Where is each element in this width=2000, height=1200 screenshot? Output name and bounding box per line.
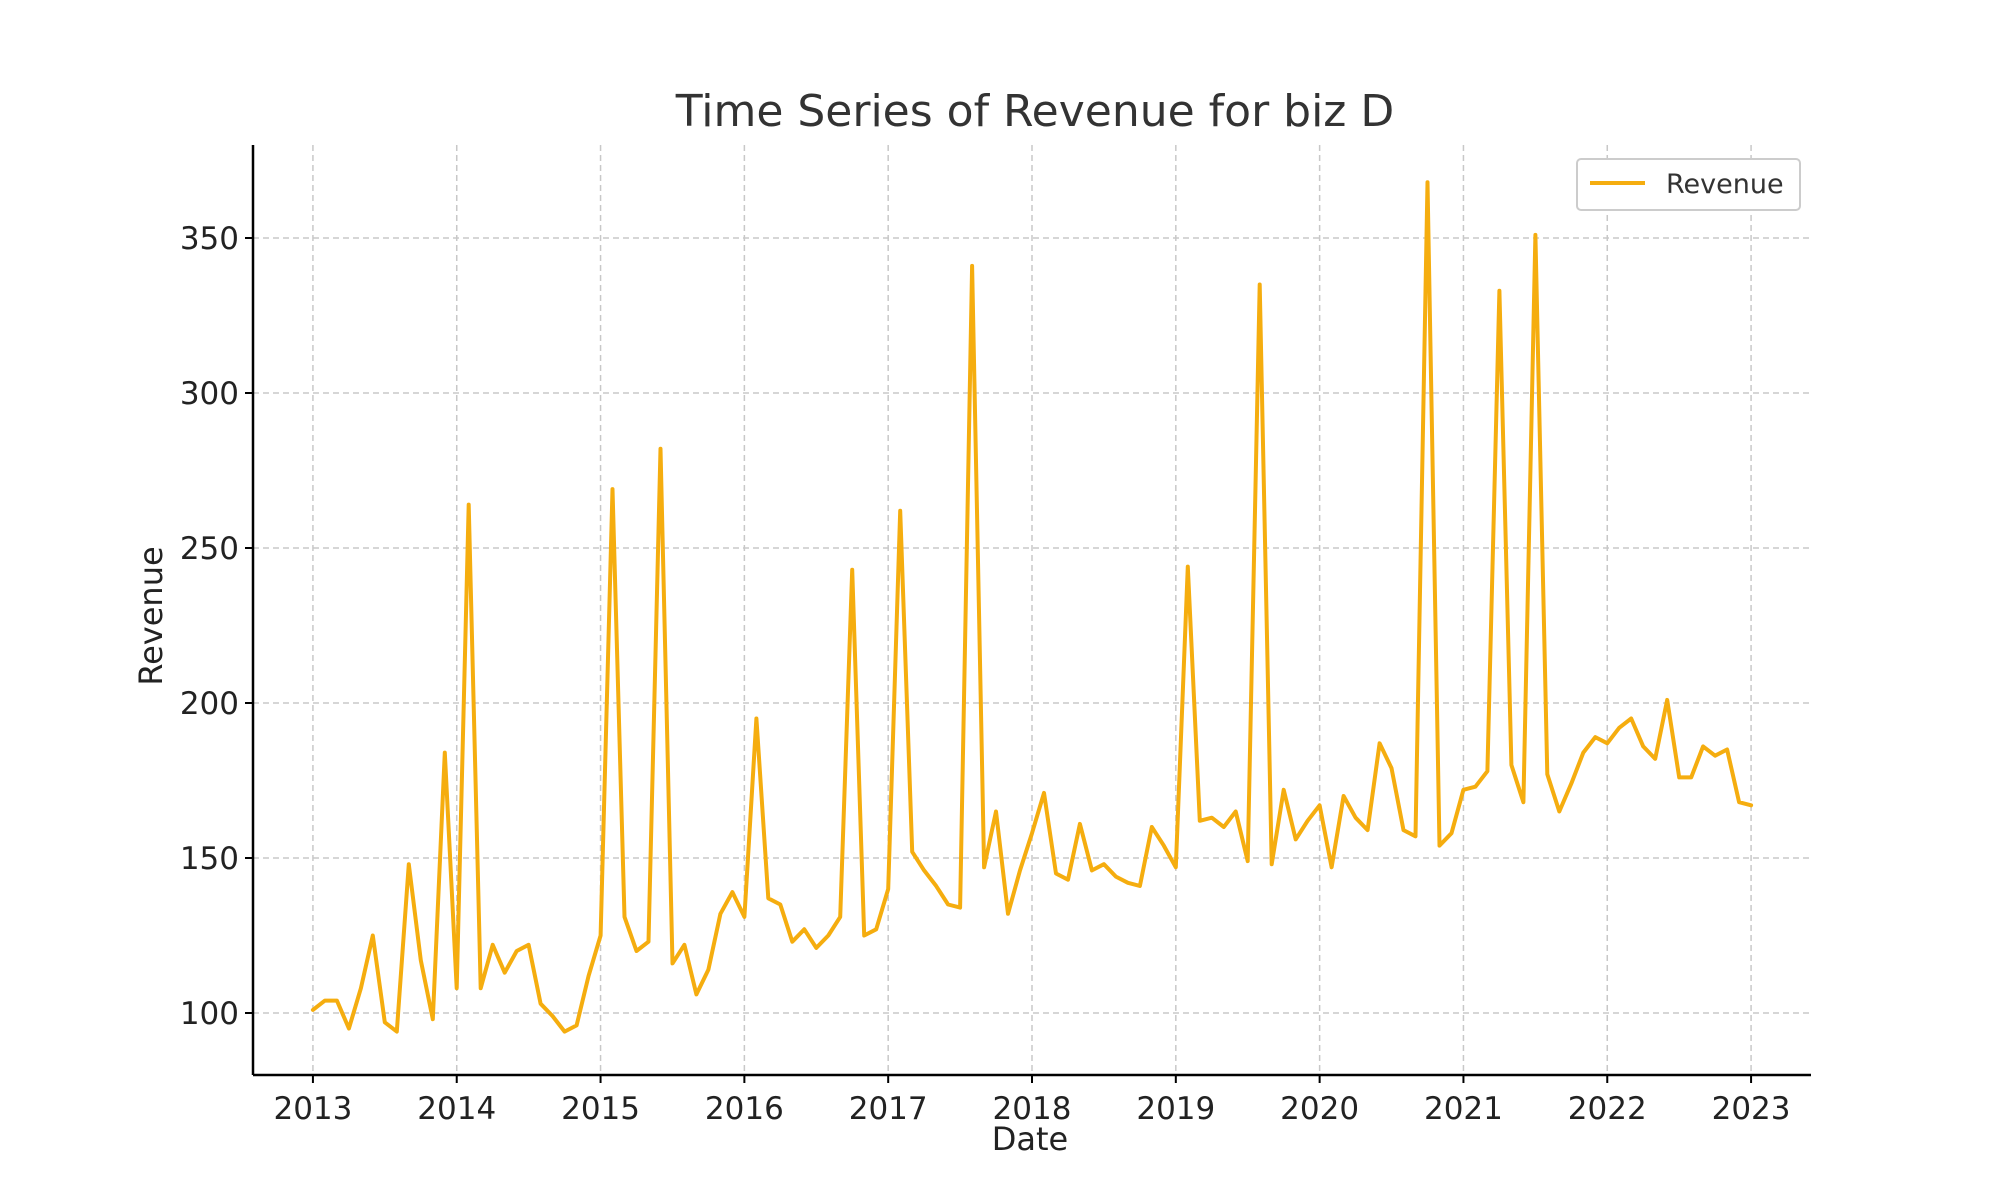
y-axis-label: Revenue	[132, 546, 170, 685]
x-tick-label: 2016	[705, 1091, 784, 1127]
series-line-revenue	[310, 180, 1754, 1034]
x-tick-label: 2013	[273, 1091, 352, 1127]
chart-title: Time Series of Revenue for biz D	[675, 86, 1395, 137]
x-axis-label: Date	[992, 1120, 1068, 1158]
x-tick-label: 2015	[561, 1091, 640, 1127]
y-tick-label: 350	[180, 221, 239, 257]
x-tick-label: 2019	[1136, 1091, 1215, 1127]
tick-labels: 2013 2014 2015 2016 2017 2018 2019 2020 2021 2022…	[180, 221, 1791, 1127]
grid-lines	[253, 145, 1811, 1075]
x-tick-label: 2020	[1280, 1091, 1359, 1127]
legend-box	[1576, 158, 1801, 211]
x-tick-label: 2021	[1424, 1091, 1503, 1127]
axes	[245, 145, 1811, 1083]
x-tick-label: 2023	[1712, 1091, 1791, 1127]
legend-label-revenue: Revenue	[1666, 169, 1784, 200]
y-tick-label: 250	[180, 531, 239, 567]
y-tick-label: 100	[180, 996, 239, 1032]
y-tick-label: 150	[180, 841, 239, 877]
x-tick-label: 2014	[417, 1091, 496, 1127]
series-layer	[310, 180, 1754, 1034]
y-tick-label: 200	[180, 686, 239, 722]
y-tick-label: 300	[180, 376, 239, 412]
legend: Revenue	[1576, 158, 1801, 211]
x-tick-label: 2017	[849, 1091, 928, 1127]
x-tick-label: 2022	[1568, 1091, 1647, 1127]
x-tick-label: 2018	[993, 1091, 1072, 1127]
